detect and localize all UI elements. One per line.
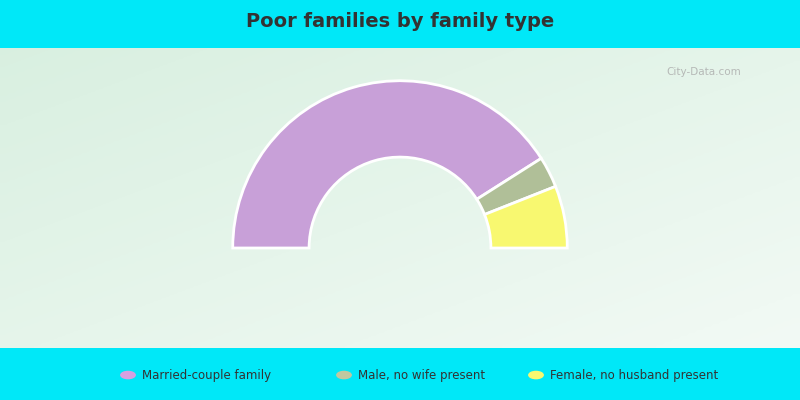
Wedge shape — [233, 81, 542, 248]
Text: Male, no wife present: Male, no wife present — [358, 368, 485, 382]
Text: Female, no husband present: Female, no husband present — [550, 368, 718, 382]
Wedge shape — [477, 158, 555, 214]
Wedge shape — [485, 186, 567, 248]
Text: Married-couple family: Married-couple family — [142, 368, 270, 382]
Text: Poor families by family type: Poor families by family type — [246, 12, 554, 31]
Text: City-Data.com: City-Data.com — [666, 67, 742, 77]
